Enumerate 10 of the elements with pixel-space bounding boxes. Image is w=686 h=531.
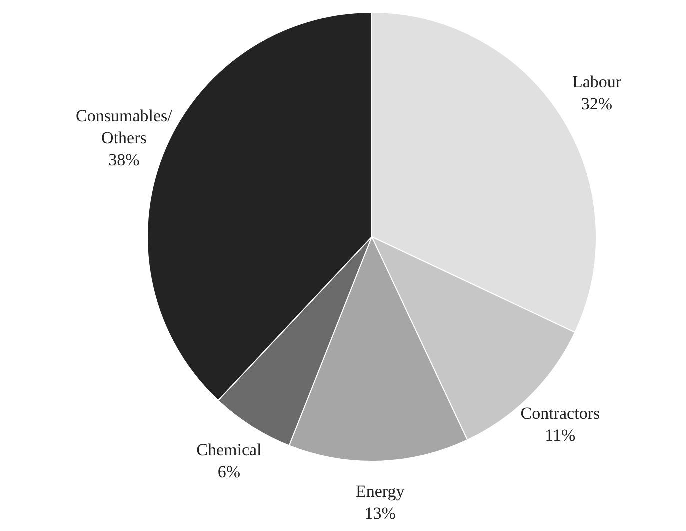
data-label: 13% xyxy=(364,504,396,523)
data-label: 11% xyxy=(545,426,576,445)
data-label: 38% xyxy=(108,150,140,170)
slice-label: Labour xyxy=(572,72,622,92)
slice-label: Consumables/Others xyxy=(76,106,173,148)
slice-label: Chemical xyxy=(196,440,262,460)
slice-label: Contractors xyxy=(520,404,600,423)
data-label: 32% xyxy=(581,94,613,114)
data-label: 6% xyxy=(218,462,241,482)
slice-label: Energy xyxy=(356,482,406,501)
